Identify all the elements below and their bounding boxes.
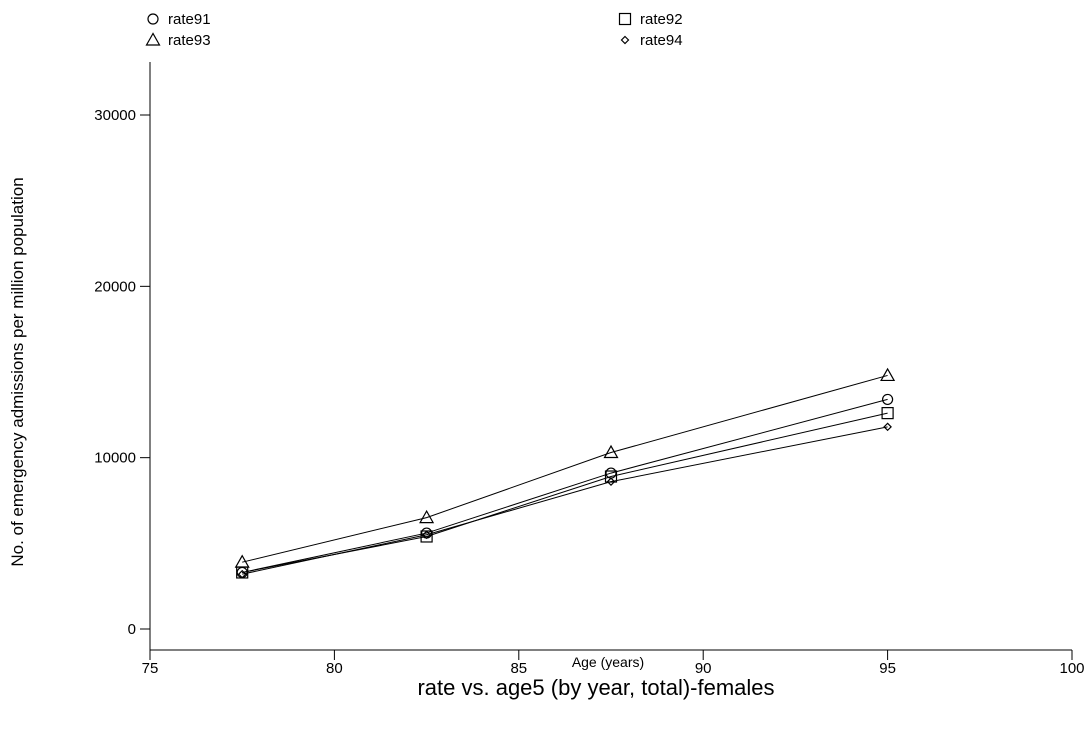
data-point-rate93: [603, 444, 619, 459]
data-point-rate92: [881, 407, 894, 420]
data-point-rate91: [881, 393, 894, 406]
data-point-rate93: [234, 554, 250, 568]
data-point-rate92: [604, 470, 618, 483]
y-axis-title: No. of emergency admissions per million …: [8, 177, 27, 566]
x-tick-label: 85: [510, 660, 527, 677]
x-tick-label: 80: [326, 660, 343, 677]
legend-diamond-icon: [620, 35, 630, 45]
y-ticks: 0 10000 20000 30000: [94, 107, 150, 638]
x-ticks: 75 80 85 90 95 100: [142, 650, 1085, 677]
series-line-rate93: [242, 374, 888, 563]
series-line-rate92: [242, 412, 888, 573]
y-tick-label: 20000: [94, 278, 136, 295]
x-axis-title: Age (years): [572, 654, 644, 670]
legend: rate91 rate92 rate93 rate94: [145, 11, 683, 49]
x-tick-label: 90: [695, 660, 712, 677]
data-point-rate93: [880, 367, 896, 382]
chart-title: rate vs. age5 (by year, total)-females: [417, 675, 774, 700]
series-markers: [234, 367, 896, 579]
data-point-rate94: [883, 422, 892, 432]
legend-triangle-icon: [145, 32, 161, 46]
legend-label-rate94: rate94: [640, 32, 683, 49]
legend-square-icon: [618, 12, 632, 26]
series-line-rate91: [242, 398, 888, 573]
series-lines: [242, 374, 888, 575]
y-tick-label: 30000: [94, 107, 136, 124]
y-tick-label: 10000: [94, 450, 136, 467]
legend-label-rate91: rate91: [168, 11, 211, 28]
legend-label-rate92: rate92: [640, 11, 683, 28]
series-line-rate94: [242, 426, 888, 575]
legend-circle-icon: [147, 13, 159, 25]
x-tick-label: 95: [879, 660, 896, 677]
x-tick-label: 100: [1059, 660, 1084, 677]
legend-label-rate93: rate93: [168, 32, 211, 49]
data-point-rate93: [419, 509, 435, 524]
data-point-rate94: [422, 530, 431, 540]
x-tick-label: 75: [142, 660, 159, 677]
data-point-rate94: [237, 569, 247, 579]
y-tick-label: 0: [128, 621, 136, 638]
data-point-rate94: [606, 477, 616, 487]
axes: [149, 62, 1072, 651]
